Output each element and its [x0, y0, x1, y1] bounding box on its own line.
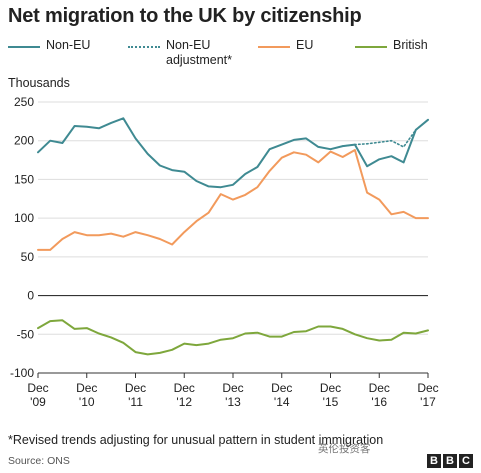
legend-label-non-eu-adjustment-line2: adjustment* [166, 53, 233, 67]
x-tick-label: Dec [222, 381, 243, 395]
x-tick-label: Dec [174, 381, 195, 395]
bbc-logo-letter-3: C [459, 454, 473, 468]
legend: Non-EU Non-EU adjustment* EU British [0, 38, 481, 78]
x-tick-label: '12 [176, 395, 192, 409]
unit-label: Thousands [8, 76, 70, 90]
legend-swatch-eu [258, 46, 290, 48]
source-label: Source: ONS [8, 455, 70, 467]
x-tick-label: Dec [320, 381, 341, 395]
legend-item-non-eu-adjustment: Non-EU adjustment* [128, 38, 232, 68]
x-tick-label: '09 [30, 395, 46, 409]
x-tick-label: Dec [27, 381, 48, 395]
legend-item-eu: EU [258, 38, 313, 53]
legend-item-non-eu: Non-EU [8, 38, 90, 53]
x-tick-label: Dec [76, 381, 97, 395]
series-line-british [37, 319, 429, 356]
y-tick-label: 0 [27, 289, 34, 303]
x-tick-label: Dec [417, 381, 438, 395]
y-tick-label: -100 [10, 366, 34, 380]
legend-label-non-eu-adjustment-line1: Non-EU [166, 38, 211, 52]
x-tick-label: Dec [125, 381, 146, 395]
chart-title: Net migration to the UK by citizenship [8, 5, 362, 27]
y-tick-label: 200 [14, 134, 34, 148]
y-tick-label: -50 [17, 327, 35, 341]
legend-swatch-non-eu-adjustment [128, 46, 160, 48]
legend-label-british: British [393, 38, 428, 52]
y-tick-label: 150 [14, 172, 34, 186]
x-tick-label: '14 [274, 395, 290, 409]
legend-label-eu: EU [296, 38, 314, 52]
series-line-non-eu [37, 117, 429, 189]
x-tick-label: '11 [128, 395, 143, 409]
watermark: 英伦投资客 [318, 443, 371, 455]
bbc-logo: B B C [427, 454, 473, 468]
bbc-logo-letter-1: B [427, 454, 441, 468]
y-tick-label: 50 [21, 250, 35, 264]
x-tick-label: '15 [323, 395, 339, 409]
y-tick-label: 100 [14, 211, 34, 225]
footnote: *Revised trends adjusting for unusual pa… [8, 433, 384, 447]
legend-label-non-eu: Non-EU [46, 38, 91, 52]
bbc-logo-letter-2: B [443, 454, 457, 468]
series-line-eu [37, 149, 429, 251]
x-tick-label: '16 [371, 395, 387, 409]
legend-label-non-eu-adjustment: Non-EU adjustment* [166, 38, 232, 68]
x-tick-label: '10 [79, 395, 95, 409]
legend-swatch-british [355, 46, 387, 48]
x-tick-label: '17 [420, 395, 436, 409]
legend-swatch-non-eu [8, 46, 40, 48]
x-tick-label: Dec [369, 381, 390, 395]
legend-item-british: British [355, 38, 428, 53]
x-tick-label: Dec [271, 381, 292, 395]
y-tick-label: 250 [14, 95, 34, 109]
x-tick-label: '13 [225, 395, 241, 409]
